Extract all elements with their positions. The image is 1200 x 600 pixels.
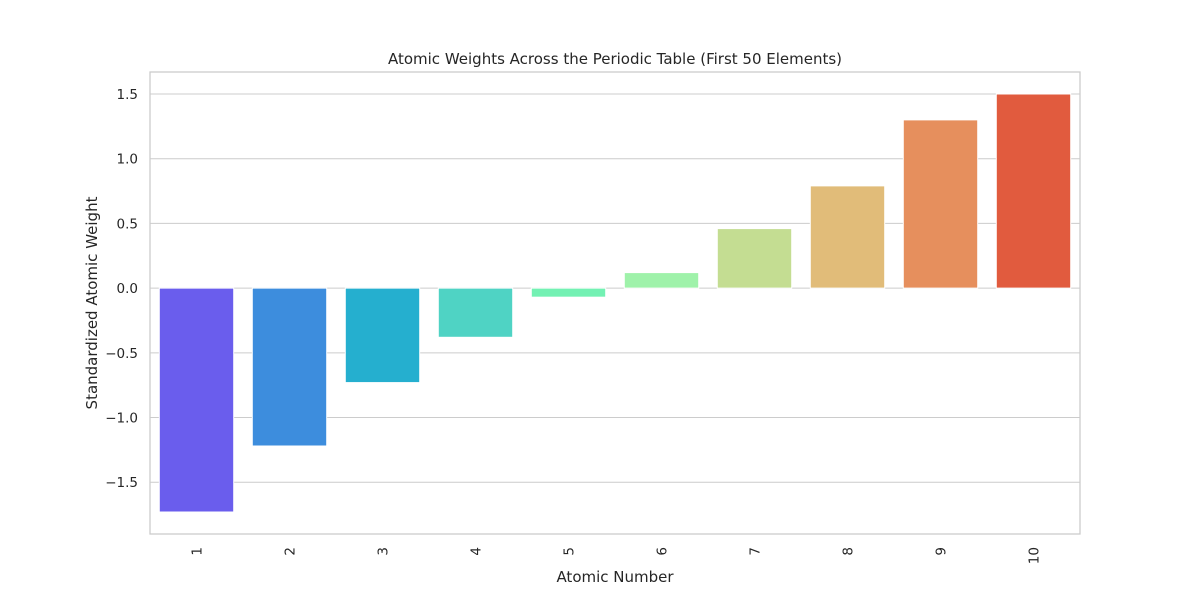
y-tick-label: −1.0 bbox=[105, 411, 138, 427]
x-tick-label: 10 bbox=[1027, 547, 1043, 564]
x-tick-label: 5 bbox=[562, 547, 578, 556]
x-axis-label: Atomic Number bbox=[556, 568, 674, 586]
plot-frame bbox=[149, 71, 1081, 535]
x-tick-label: 1 bbox=[190, 547, 206, 556]
x-tick-label: 3 bbox=[376, 547, 392, 556]
x-tick-label: 9 bbox=[934, 547, 950, 556]
y-tick-label: −0.5 bbox=[105, 346, 138, 362]
x-tick-label: 2 bbox=[283, 547, 299, 556]
bar bbox=[902, 119, 979, 289]
bar bbox=[995, 93, 1072, 289]
x-tick-label: 7 bbox=[748, 547, 764, 556]
chart-title: Atomic Weights Across the Periodic Table… bbox=[388, 50, 842, 68]
bar bbox=[158, 287, 235, 513]
bar bbox=[530, 287, 607, 298]
bar bbox=[809, 185, 886, 289]
bar bbox=[437, 287, 514, 338]
bar-layer bbox=[158, 93, 1072, 513]
y-tick-label: −1.5 bbox=[105, 475, 138, 491]
x-tick-labels: 1 2 3 4 5 6 7 8 9 10 bbox=[190, 547, 1043, 564]
bar bbox=[623, 272, 700, 289]
y-tick-labels: −1.5 −1.0 −0.5 0.0 0.5 1.0 1.5 bbox=[105, 87, 138, 491]
bar bbox=[251, 287, 328, 447]
bar bbox=[344, 287, 421, 384]
y-tick-label: 1.5 bbox=[117, 87, 138, 103]
y-tick-label: 1.0 bbox=[117, 152, 138, 168]
x-tick-label: 4 bbox=[469, 547, 485, 556]
bar bbox=[716, 228, 793, 289]
y-tick-label: 0.0 bbox=[117, 281, 138, 297]
x-tick-label: 8 bbox=[841, 547, 857, 556]
y-axis-label: Standardized Atomic Weight bbox=[83, 196, 101, 409]
y-tick-label: 0.5 bbox=[117, 216, 138, 232]
x-tick-label: 6 bbox=[655, 547, 671, 556]
